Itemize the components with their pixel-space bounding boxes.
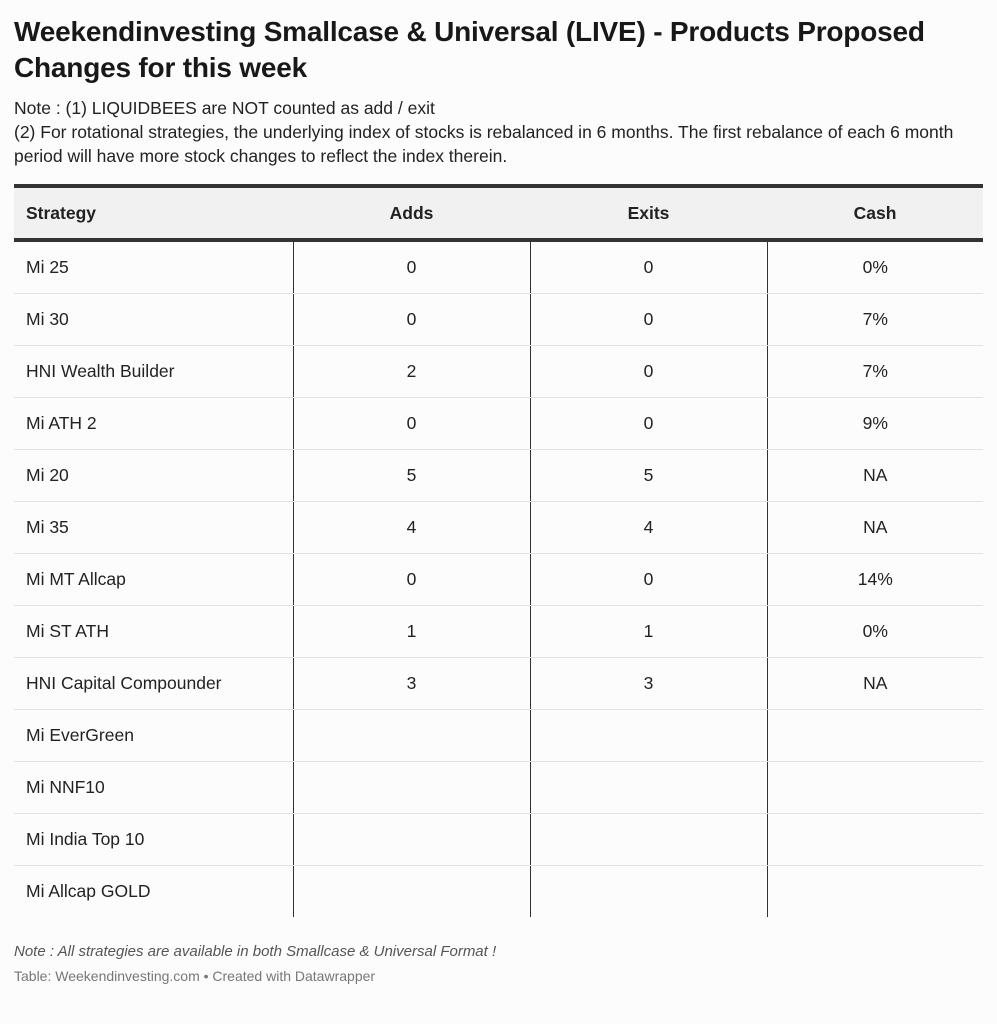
cell-exits: 3	[529, 657, 767, 710]
cell-exits	[529, 865, 767, 917]
note-line: Note : (1) LIQUIDBEES are NOT counted as…	[14, 98, 435, 118]
cell-strategy: Mi 30	[14, 293, 293, 346]
page-title: Weekendinvesting Smallcase & Universal (…	[14, 16, 925, 83]
cell-adds: 2	[292, 345, 530, 398]
cell-exits: 0	[529, 345, 767, 398]
cell-adds	[292, 865, 530, 917]
cell-exits: 4	[529, 501, 767, 554]
cell-cash	[766, 813, 983, 866]
cell-strategy: Mi MT Allcap	[14, 553, 293, 606]
table-row: Mi ATH 2 0 0 9%	[14, 397, 983, 450]
cell-adds	[292, 709, 530, 762]
cell-cash: 9%	[766, 397, 983, 450]
cell-strategy: Mi India Top 10	[14, 813, 293, 866]
footer-note: Note : All strategies are available in b…	[14, 943, 497, 960]
cell-cash	[766, 865, 983, 917]
table-row: Mi 25 0 0 0%	[14, 240, 983, 294]
cell-cash	[766, 709, 983, 762]
table-row: Mi 30 0 0 7%	[14, 293, 983, 346]
cell-cash	[766, 761, 983, 814]
cell-cash: 14%	[766, 553, 983, 606]
table-row: Mi NNF10	[14, 761, 983, 814]
cell-adds: 1	[292, 605, 530, 658]
cell-strategy: Mi ST ATH	[14, 605, 293, 658]
cell-strategy: Mi EverGreen	[14, 709, 293, 762]
header-cash[interactable]: Cash	[767, 184, 983, 242]
table-header-row: Strategy Adds Exits Cash	[14, 184, 983, 242]
cell-adds: 3	[292, 657, 530, 710]
cell-adds	[292, 813, 530, 866]
cell-strategy: Mi NNF10	[14, 761, 293, 814]
table-row: Mi India Top 10	[14, 813, 983, 866]
cell-adds: 0	[292, 293, 530, 346]
cell-adds: 0	[292, 240, 530, 294]
cell-cash: 7%	[766, 345, 983, 398]
table-row: HNI Wealth Builder 2 0 7%	[14, 345, 983, 398]
cell-strategy: Mi 25	[14, 240, 293, 294]
table-row: Mi MT Allcap 0 0 14%	[14, 553, 983, 606]
cell-adds: 0	[292, 397, 530, 450]
page: Weekendinvesting Smallcase & Universal (…	[14, 16, 983, 984]
cell-exits: 0	[529, 397, 767, 450]
cell-exits	[529, 813, 767, 866]
source-credit: Table: Weekendinvesting.com • Created wi…	[14, 968, 376, 984]
table-row: Mi Allcap GOLD	[14, 865, 983, 917]
header-exits[interactable]: Exits	[530, 184, 767, 242]
table-row: Mi 35 4 4 NA	[14, 501, 983, 554]
cell-strategy: HNI Capital Compounder	[14, 657, 293, 710]
cell-cash: 0%	[766, 605, 983, 658]
cell-exits: 0	[529, 240, 767, 294]
notes: Note : (1) LIQUIDBEES are NOT counted as…	[14, 96, 983, 168]
cell-strategy: Mi ATH 2	[14, 397, 293, 450]
table-body: Mi 25 0 0 0% Mi 30 0 0 7% HNI Wealth Builder 2 0 7%…	[14, 240, 983, 917]
table-row: Mi EverGreen	[14, 709, 983, 762]
cell-strategy: Mi 20	[14, 449, 293, 502]
strategy-table: Strategy Adds Exits Cash Mi 25 0 0 0% Mi 30 0…	[14, 184, 983, 917]
note-line: (2) For rotational strategies, the under…	[14, 122, 954, 166]
cell-strategy: Mi Allcap GOLD	[26, 881, 151, 901]
cell-cash: NA	[766, 449, 983, 502]
cell-adds: 0	[292, 553, 530, 606]
cell-adds: 5	[292, 449, 530, 502]
cell-exits: 5	[529, 449, 767, 502]
table-row: Mi ST ATH 1 1 0%	[14, 605, 983, 658]
cell-cash: NA	[766, 657, 983, 710]
cell-cash: 0%	[766, 240, 983, 294]
cell-exits: 0	[529, 293, 767, 346]
cell-cash: 7%	[766, 293, 983, 346]
table-row: HNI Capital Compounder 3 3 NA	[14, 657, 983, 710]
table-row: Mi 20 5 5 NA	[14, 449, 983, 502]
header-adds[interactable]: Adds	[293, 184, 530, 242]
cell-strategy: HNI Wealth Builder	[14, 345, 293, 398]
cell-adds: 4	[292, 501, 530, 554]
cell-cash: NA	[766, 501, 983, 554]
cell-exits: 1	[529, 605, 767, 658]
cell-exits: 0	[529, 553, 767, 606]
cell-strategy: Mi 35	[14, 501, 293, 554]
cell-adds	[292, 761, 530, 814]
cell-exits	[529, 761, 767, 814]
cell-exits	[529, 709, 767, 762]
header-strategy[interactable]: Strategy	[14, 184, 293, 242]
